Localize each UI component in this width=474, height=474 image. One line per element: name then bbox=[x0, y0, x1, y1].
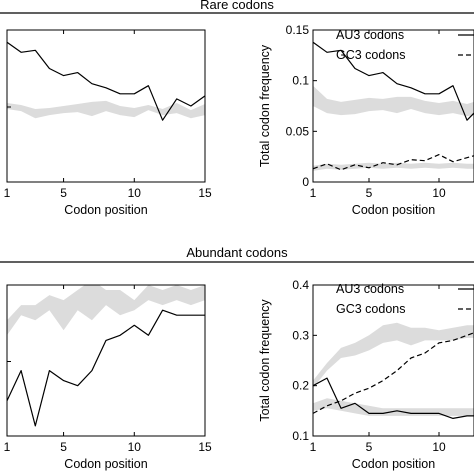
x-axis-title: Codon position bbox=[64, 457, 147, 471]
x-tick-label: 5 bbox=[366, 186, 373, 200]
x-tick-label: 15 bbox=[198, 440, 212, 454]
x-tick-label: 1 bbox=[310, 440, 317, 454]
plot-frame bbox=[6, 29, 206, 183]
x-tick-label: 10 bbox=[128, 186, 142, 200]
legend-label-1: AU3 codons bbox=[336, 282, 404, 296]
range-band-1 bbox=[313, 322, 474, 389]
plot-area bbox=[313, 322, 474, 419]
plot-frame bbox=[312, 284, 474, 437]
chart-panel-2: 1 5 10 0 0.05 0.1 0.15 Codon position Total codo… bbox=[258, 23, 474, 217]
legend-label-1: AU3 codons bbox=[336, 28, 404, 42]
series-line-1 bbox=[7, 41, 205, 121]
series-line-gc3-codons bbox=[313, 154, 474, 171]
range-band-1 bbox=[7, 100, 205, 119]
x-tick-label: 10 bbox=[432, 186, 446, 200]
plot-frame bbox=[6, 284, 206, 437]
series-line-au3-codons bbox=[313, 377, 474, 419]
legend: AU3 codons GC3 codons bbox=[336, 282, 474, 316]
legend-label-2: GC3 codons bbox=[336, 48, 405, 62]
y-tick-label: 0.15 bbox=[286, 23, 310, 37]
y-axis-title: Total codon frequency bbox=[258, 44, 272, 167]
y-tick-label: 0 bbox=[302, 175, 309, 189]
plot-area bbox=[7, 41, 205, 121]
y-tick-label: 0.1 bbox=[292, 429, 309, 443]
section-title-rare: Rare codons bbox=[200, 0, 274, 12]
x-tick-label: 1 bbox=[4, 440, 11, 454]
x-tick-label: 5 bbox=[60, 440, 67, 454]
y-tick-label: 0.3 bbox=[292, 328, 309, 342]
series-line-1 bbox=[7, 309, 205, 427]
y-tick-label: 0.4 bbox=[292, 278, 309, 292]
chart-panel-4: 1 5 10 0.1 0.2 0.3 0.4 Codon position Total codo… bbox=[258, 278, 474, 471]
x-axis-title: Codon position bbox=[64, 203, 147, 217]
range-band-1 bbox=[313, 85, 474, 117]
plot-frame bbox=[312, 29, 474, 183]
x-tick-label: 1 bbox=[4, 186, 11, 200]
y-tick-label: 0.1 bbox=[292, 74, 309, 88]
range-band-1 bbox=[7, 285, 205, 336]
y-tick-label: 0.05 bbox=[286, 124, 310, 138]
x-tick-label: 15 bbox=[198, 186, 212, 200]
plot-area bbox=[7, 285, 205, 427]
x-tick-label: 5 bbox=[366, 440, 373, 454]
section-header-rare: Rare codons bbox=[0, 0, 474, 14]
x-axis-title: Codon position bbox=[352, 203, 435, 217]
plot-area bbox=[313, 41, 474, 171]
x-tick-label: 10 bbox=[128, 440, 142, 454]
y-tick-label: 0.2 bbox=[292, 379, 309, 393]
series-line-au3-codons bbox=[313, 41, 474, 121]
section-header-abundant: Abundant codons bbox=[0, 245, 474, 263]
range-band-2 bbox=[313, 162, 474, 171]
legend-label-2: GC3 codons bbox=[336, 302, 405, 316]
range-band-2 bbox=[313, 398, 474, 416]
x-tick-label: 1 bbox=[310, 186, 317, 200]
legend: AU3 codons GC3 codons bbox=[336, 28, 474, 62]
x-axis-title: Codon position bbox=[352, 457, 435, 471]
x-tick-label: 10 bbox=[432, 440, 446, 454]
section-title-abundant: Abundant codons bbox=[186, 245, 288, 260]
x-tick-label: 5 bbox=[60, 186, 67, 200]
y-axis-title: Total codon frequency bbox=[258, 299, 272, 422]
